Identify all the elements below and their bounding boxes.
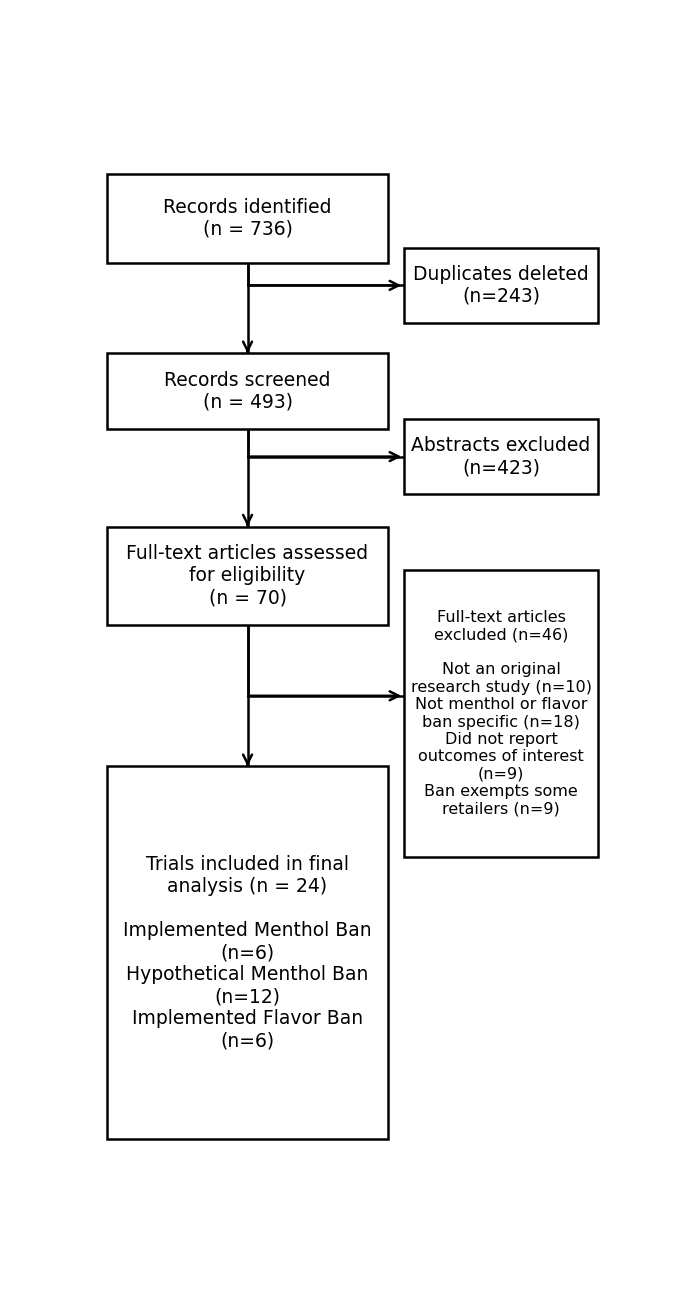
Text: Records screened
(n = 493): Records screened (n = 493) — [164, 370, 331, 412]
Bar — [107, 766, 388, 1139]
Bar — [107, 527, 388, 625]
Bar — [404, 570, 598, 857]
Bar — [107, 353, 388, 429]
Text: Trials included in final
analysis (n = 24)

Implemented Menthol Ban
(n=6)
Hypoth: Trials included in final analysis (n = 2… — [123, 855, 372, 1050]
Text: Records identified
(n = 736): Records identified (n = 736) — [163, 198, 332, 239]
Text: Full-text articles assessed
for eligibility
(n = 70): Full-text articles assessed for eligibil… — [127, 544, 369, 607]
Text: Full-text articles
excluded (n=46)

Not an original
research study (n=10)
Not me: Full-text articles excluded (n=46) Not a… — [410, 611, 592, 816]
Bar — [404, 247, 598, 323]
Text: Abstracts excluded
(n=423): Abstracts excluded (n=423) — [412, 436, 590, 477]
Bar — [404, 419, 598, 494]
Bar — [107, 174, 388, 263]
Text: Duplicates deleted
(n=243): Duplicates deleted (n=243) — [413, 266, 589, 306]
